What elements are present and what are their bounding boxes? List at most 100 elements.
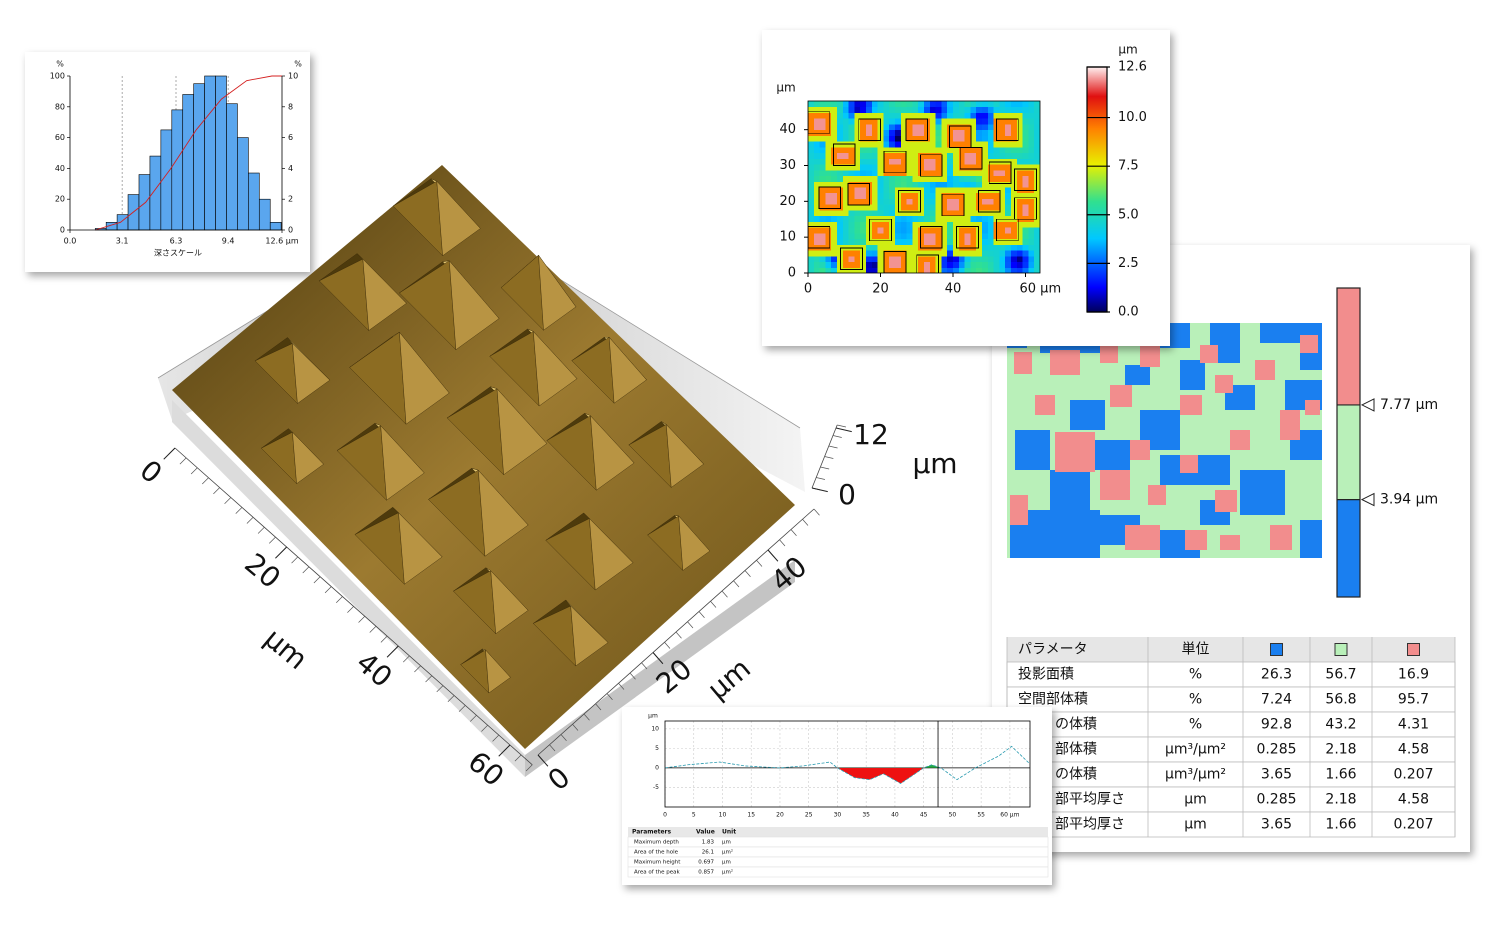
heatmap-cell [819, 181, 826, 188]
heatmap-cell [987, 164, 995, 171]
heatmap-cell [941, 129, 948, 136]
heatmap-cell [866, 129, 873, 136]
heatmap-cell [825, 152, 832, 159]
heatmap-cell [860, 135, 867, 142]
heatmap-cell [935, 175, 942, 182]
heatmap-cell [819, 192, 826, 199]
minor-tick [402, 655, 410, 663]
heatmap-cell [906, 227, 913, 234]
heatmap-cell [941, 152, 948, 159]
heatmap-cell [860, 146, 867, 154]
heatmap-cell [860, 118, 867, 125]
heatmap-cell [808, 141, 815, 148]
minor-tick [549, 744, 556, 752]
heatmap-cell [819, 169, 826, 177]
heatmap-cell [842, 238, 850, 245]
heatmap-cell [871, 221, 879, 228]
heatmap-cell [1011, 146, 1018, 154]
heatmap-cell [813, 112, 821, 119]
table-cell: 1.66 [1325, 817, 1356, 833]
contour [956, 226, 979, 249]
heatmap-cell [1011, 261, 1018, 268]
heatmap-cell [854, 187, 861, 194]
heatmap-cell [924, 255, 931, 263]
heatmap-cell [929, 164, 937, 171]
heatmap-cell [819, 221, 826, 228]
heatmap-cell [871, 261, 879, 268]
heatmap-cell [982, 112, 989, 119]
heatmap-cell [854, 101, 861, 108]
x-tick-label: 30 [834, 812, 842, 819]
heatmap-cell [906, 175, 913, 182]
surface-facet [678, 515, 711, 571]
heatmap-cell [819, 255, 826, 263]
minor-tick [414, 665, 421, 673]
heatmap-cell [1034, 267, 1040, 273]
heatmap-cell [889, 175, 896, 182]
heatmap-cell [929, 123, 937, 131]
region [1305, 400, 1320, 415]
heatmap-cell [999, 141, 1006, 148]
y-axis-label: µm [701, 652, 757, 706]
heatmap-cell [912, 204, 919, 211]
heatmap-cell [871, 227, 879, 234]
heatmap-cell [1022, 232, 1029, 240]
heatmap-cell [831, 164, 838, 171]
heatmap-cell [993, 238, 1000, 245]
minor-tick [572, 724, 579, 731]
heatmap-cell [912, 152, 919, 159]
heatmap-cell [1034, 135, 1040, 142]
heatmap-cell [889, 209, 896, 217]
heatmap-cell [970, 175, 977, 182]
heatmap-cell [860, 164, 867, 171]
heatmap-cell [895, 135, 902, 142]
heatmap-cell [924, 192, 931, 199]
heatmap-cell [958, 187, 966, 194]
heatmap-cell [877, 232, 884, 240]
heatmap-cell [819, 112, 826, 119]
region [1200, 345, 1218, 363]
heatmap-cell [976, 238, 983, 245]
heatmap-cell [871, 164, 879, 171]
heatmap-cell [935, 118, 942, 125]
heatmap-cell [987, 187, 995, 194]
heatmap-cell [982, 123, 989, 131]
heatmap-cell [831, 169, 838, 177]
heatmap-cell [906, 192, 913, 199]
y2-tick-label: 2 [288, 195, 293, 204]
table-cell: 56.8 [1325, 692, 1356, 708]
heatmap-cell [918, 227, 925, 234]
minor-tick [664, 642, 671, 649]
heatmap-cell [970, 181, 977, 188]
tick-mark [811, 487, 828, 493]
heatmap-cell [912, 135, 919, 142]
threshold-label: 3.94 µm [1380, 492, 1438, 508]
heatmap-cell [924, 164, 931, 171]
heatmap-cell [877, 106, 884, 113]
table-cell: µm [722, 840, 731, 846]
heatmap-cell [947, 215, 954, 222]
heatmap-cell [941, 106, 948, 113]
heatmap-cell [1005, 192, 1012, 199]
heatmap-cell [831, 112, 838, 119]
minor-tick [824, 456, 834, 459]
heatmap-cell [912, 255, 919, 263]
heatmap-cell [976, 244, 983, 251]
heatmap-cell [987, 255, 995, 263]
heatmap-cell [935, 232, 942, 240]
heatmap-cell [813, 129, 821, 136]
heatmap-cell [1028, 221, 1035, 228]
heatmap-cell [819, 250, 826, 257]
heatmap-cell [935, 141, 942, 148]
heatmap-cell [860, 209, 867, 217]
heatmap-cell [1022, 158, 1029, 165]
heatmap-cell [860, 169, 867, 177]
table-cell: 16.9 [1398, 667, 1429, 683]
y-tick-label: 80 [55, 102, 65, 111]
heatmap-cell [993, 106, 1000, 113]
axis-tick-label: 0 [838, 478, 856, 511]
heatmap-cell [999, 118, 1006, 125]
heatmap-cell [924, 135, 931, 142]
heatmap-cell [906, 141, 913, 148]
heatmap-cell [958, 118, 966, 125]
